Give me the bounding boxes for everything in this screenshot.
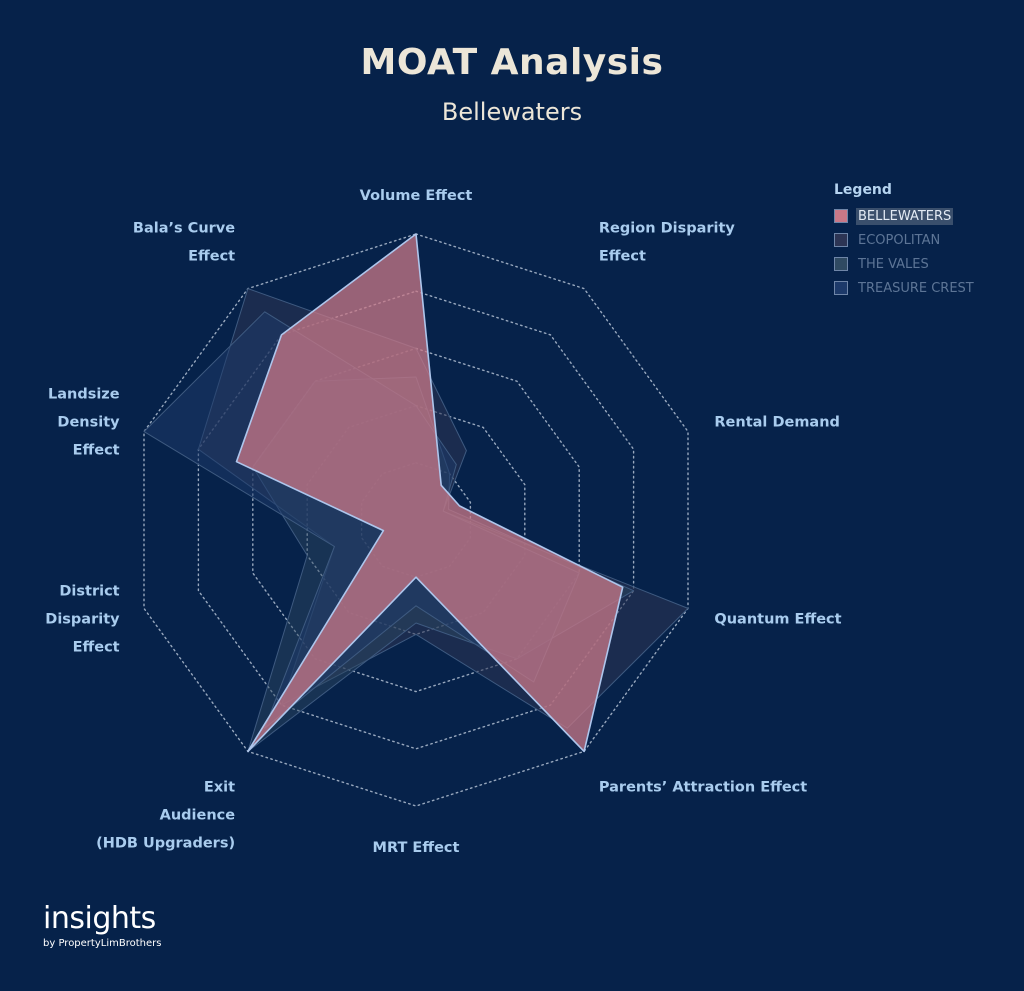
axis-label-3-line-0: Quantum Effect: [714, 611, 841, 627]
legend-swatch: [834, 209, 848, 223]
axis-label-6-line-2: (HDB Upgraders): [96, 835, 235, 851]
brand-main-text: insights: [43, 901, 156, 936]
legend-swatch: [834, 281, 848, 295]
legend-items: BELLEWATERS ECOPOLITAN THE VALES TREASURE C…: [834, 204, 976, 300]
axis-label-7-line-1: Disparity: [45, 611, 120, 627]
legend-item-ecopolitan[interactable]: ECOPOLITAN: [834, 228, 976, 252]
chart-title: MOAT Analysis: [360, 42, 664, 83]
axis-label-6-line-1: Audience: [160, 807, 236, 823]
axis-label-7-line-2: Effect: [73, 639, 120, 655]
axis-label-8-line-2: Effect: [73, 443, 120, 459]
axis-label-5-line-0: MRT Effect: [373, 840, 460, 856]
legend-item-treasure-crest[interactable]: TREASURE CREST: [834, 276, 976, 300]
axis-label-9-line-0: Bala’s Curve: [133, 221, 235, 237]
legend-label: ECOPOLITAN: [858, 232, 941, 248]
grid-ring-5: [143, 233, 689, 807]
axis-label-4-line-0: Parents’ Attraction Effect: [599, 779, 807, 795]
legend-item-bellewaters[interactable]: BELLEWATERS: [834, 204, 976, 228]
axis-label-1-line-0: Region Disparity: [599, 221, 736, 237]
legend-title: Legend: [834, 182, 892, 198]
legend-swatch: [834, 257, 848, 271]
legend-item-the-vales[interactable]: THE VALES: [834, 252, 976, 276]
legend-label: TREASURE CREST: [858, 280, 974, 296]
legend-label: BELLEWATERS: [856, 207, 954, 225]
axis-label-1-line-1: Effect: [599, 249, 646, 265]
axis-label-0-line-0: Volume Effect: [360, 188, 473, 204]
brand-sub-text: by PropertyLimBrothers: [43, 938, 162, 949]
axis-label-9-line-1: Effect: [188, 249, 235, 265]
axis-label-8-line-0: Landsize: [48, 387, 120, 403]
legend: Legend BELLEWATERS ECOPOLITAN THE VALES TRE…: [834, 182, 976, 300]
axis-label-8-line-1: Density: [57, 415, 120, 431]
axis-label-6-line-0: Exit: [204, 779, 235, 795]
grid-ring-4: [197, 290, 635, 750]
series-bellewaters: [235, 233, 624, 753]
axis-label-2-line-0: Rental Demand: [714, 415, 840, 431]
brand-logo: insights by PropertyLimBrothers: [43, 901, 162, 950]
chart-subtitle: Bellewaters: [441, 98, 583, 126]
radar-axis-labels: Volume Effect Region Disparity Effect Renta…: [45, 188, 841, 856]
legend-label: THE VALES: [858, 256, 929, 272]
radar-series: [143, 233, 689, 753]
legend-swatch: [834, 233, 848, 247]
axis-label-7-line-0: District: [59, 583, 119, 599]
grid-ring-3: [252, 347, 580, 693]
